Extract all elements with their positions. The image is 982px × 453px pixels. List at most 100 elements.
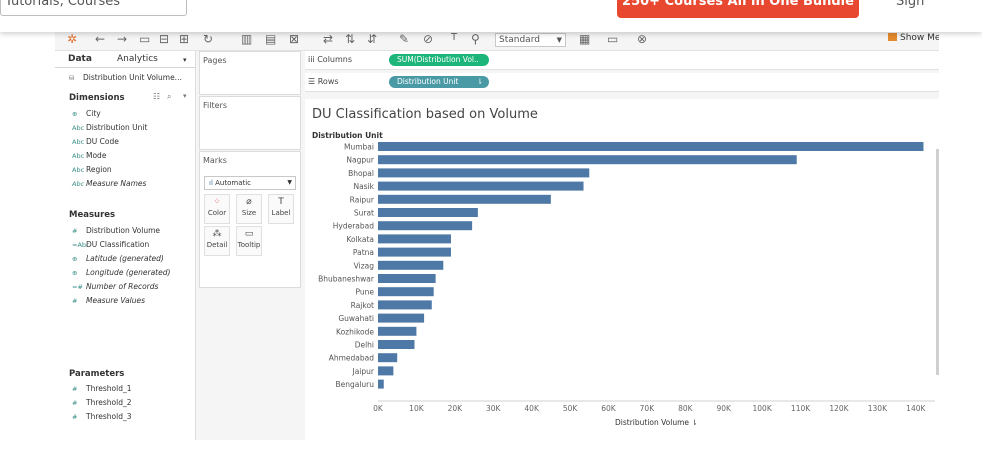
pages-card[interactable]: Pages: [199, 51, 301, 95]
dimension-field[interactable]: ⊕ City: [72, 109, 101, 118]
rows-label: Rows: [317, 77, 339, 86]
rows-pill-label: Distribution Unit: [397, 77, 459, 86]
search-input[interactable]: Tutorials, Courses: [0, 0, 187, 16]
color-button[interactable]: ⁘ Color: [204, 194, 230, 224]
duplicate-sheet-icon[interactable]: ▥: [241, 32, 253, 46]
dimensions-menu-icon[interactable]: ▾: [183, 92, 187, 100]
save-icon[interactable]: ▭: [139, 32, 151, 46]
sort-ascending-icon[interactable]: ⇅: [345, 32, 356, 46]
bar[interactable]: [378, 287, 434, 297]
new-worksheet-icon[interactable]: ⊞: [179, 32, 190, 46]
bar[interactable]: [378, 340, 415, 349]
measure-field[interactable]: # Measure Values: [72, 296, 145, 305]
labels-icon[interactable]: T: [451, 32, 458, 43]
bar[interactable]: [378, 313, 425, 323]
search-icon[interactable]: ⌕: [167, 92, 172, 101]
datasource-item[interactable]: ⛁ Distribution Unit Volume...: [69, 73, 182, 82]
bar[interactable]: [378, 234, 451, 244]
columns-pill[interactable]: SUM(Distribution Vol..: [389, 54, 489, 66]
list-view-icon[interactable]: ☷: [153, 92, 161, 101]
bar[interactable]: [378, 326, 417, 336]
rows-shelf[interactable]: ☰ Rows Distribution Unit ⇂: [305, 73, 939, 92]
dimension-field[interactable]: Abc Distribution Unit: [72, 123, 147, 132]
bar[interactable]: [378, 300, 432, 310]
globe-icon: ⊕: [72, 255, 78, 263]
x-tick-label: 40K: [524, 404, 540, 413]
label-button[interactable]: T Label: [268, 194, 294, 224]
courses-bundle-button[interactable]: 250+ Courses All in One Bundle: [617, 0, 859, 18]
group-icon[interactable]: ⊘: [423, 32, 434, 46]
sort-descending-icon[interactable]: ⇵: [367, 32, 378, 46]
bar[interactable]: [378, 168, 590, 178]
tooltip-icon: ▭: [244, 229, 254, 239]
number-icon: #: [72, 385, 78, 393]
columns-shelf-label: iii Columns: [308, 55, 352, 64]
swap-icon[interactable]: ⇄: [323, 32, 334, 46]
x-axis-title: Distribution Volume ⇂: [615, 418, 698, 427]
bar[interactable]: [378, 181, 584, 191]
dimension-field[interactable]: Abc Mode: [72, 151, 106, 160]
measure-field[interactable]: =AbcDU Classification: [72, 240, 149, 249]
measure-field[interactable]: # Distribution Volume: [72, 226, 160, 235]
globe-icon: ⊕: [72, 269, 78, 277]
bar[interactable]: [378, 379, 384, 389]
parameter-field[interactable]: # Threshold_1: [72, 384, 131, 393]
show-cards-icon[interactable]: ▦: [579, 32, 591, 46]
undo-icon[interactable]: ←: [95, 32, 106, 46]
rows-pill[interactable]: Distribution Unit ⇂: [389, 76, 489, 88]
scrollbar[interactable]: [936, 149, 939, 375]
bar[interactable]: [378, 274, 436, 283]
dimension-field[interactable]: Abc Measure Names: [72, 179, 146, 188]
bar[interactable]: [378, 353, 398, 363]
bar-chart[interactable]: Mumbai Nagpur Bhopal Nasik Raipur Surat Hydera…: [305, 99, 939, 440]
dimension-field[interactable]: Abc DU Code: [72, 137, 119, 146]
tab-data[interactable]: Data: [68, 54, 92, 64]
mark-type-dropdown[interactable]: ıl Automatic ▼: [204, 176, 296, 190]
highlight-icon[interactable]: ✎: [399, 32, 410, 46]
abc-icon: Abc: [72, 124, 85, 132]
dimension-field-label: Distribution Unit: [86, 123, 148, 132]
new-datasource-icon[interactable]: ⊟: [159, 32, 170, 46]
redo-icon[interactable]: →: [117, 32, 128, 46]
parameter-field[interactable]: # Threshold_2: [72, 398, 131, 407]
category-label: Vizag: [354, 261, 375, 270]
bar[interactable]: [378, 155, 797, 165]
tooltip-button[interactable]: ▭ Tooltip: [236, 226, 262, 256]
x-tick-label: 100K: [753, 404, 773, 413]
dimension-field-label: Measure Names: [86, 179, 147, 188]
measure-field[interactable]: ⊕ Latitude (generated): [72, 254, 164, 263]
x-tick-label: 90K: [716, 404, 732, 413]
refresh-icon[interactable]: ↻: [203, 32, 214, 46]
dimension-field[interactable]: Abc Region: [72, 165, 112, 174]
measure-field[interactable]: ⊕ Longitude (generated): [72, 268, 170, 277]
columns-shelf[interactable]: iii Columns SUM(Distribution Vol..: [305, 51, 939, 70]
show-me-button[interactable]: Show Me: [888, 33, 939, 43]
tab-analytics[interactable]: Analytics: [117, 54, 158, 64]
toolbar: ✲ ← → ▭ ⊟ ⊞ ↻ ▥ ▤ ⊠ ⇄ ⇅ ⇵ ✎ ⊘ T ⚲ Standa…: [55, 30, 939, 51]
clear-sheet-x-icon[interactable]: ⊠: [289, 32, 300, 46]
detail-icon: ⁂: [212, 229, 222, 239]
category-label: Raipur: [350, 195, 375, 204]
color-label: Color: [207, 209, 227, 217]
detail-button[interactable]: ⁂ Detail: [204, 226, 230, 256]
clear-sheet-icon[interactable]: ▤: [265, 32, 277, 46]
bar[interactable]: [378, 260, 444, 270]
bar[interactable]: [378, 366, 394, 376]
category-label: Jaipur: [352, 367, 375, 376]
calc-abc-icon: =Abc: [72, 241, 90, 249]
tab-menu-icon[interactable]: ▾: [183, 56, 187, 64]
bar[interactable]: [378, 194, 551, 204]
bar[interactable]: [378, 221, 473, 231]
share-icon[interactable]: ⊗: [637, 32, 648, 46]
bar[interactable]: [378, 142, 924, 151]
sign-link[interactable]: Sign: [896, 0, 925, 9]
parameter-field[interactable]: # Threshold_3: [72, 412, 131, 421]
bar[interactable]: [378, 208, 478, 217]
fit-dropdown[interactable]: Standard ▼: [495, 33, 566, 47]
size-button[interactable]: ⌀ Size: [236, 194, 262, 224]
bar[interactable]: [378, 247, 451, 257]
measure-field[interactable]: =# Number of Records: [72, 282, 158, 291]
presentation-icon[interactable]: ▭: [607, 32, 619, 46]
pin-icon[interactable]: ⚲: [471, 32, 480, 46]
filters-card[interactable]: Filters: [199, 96, 301, 150]
